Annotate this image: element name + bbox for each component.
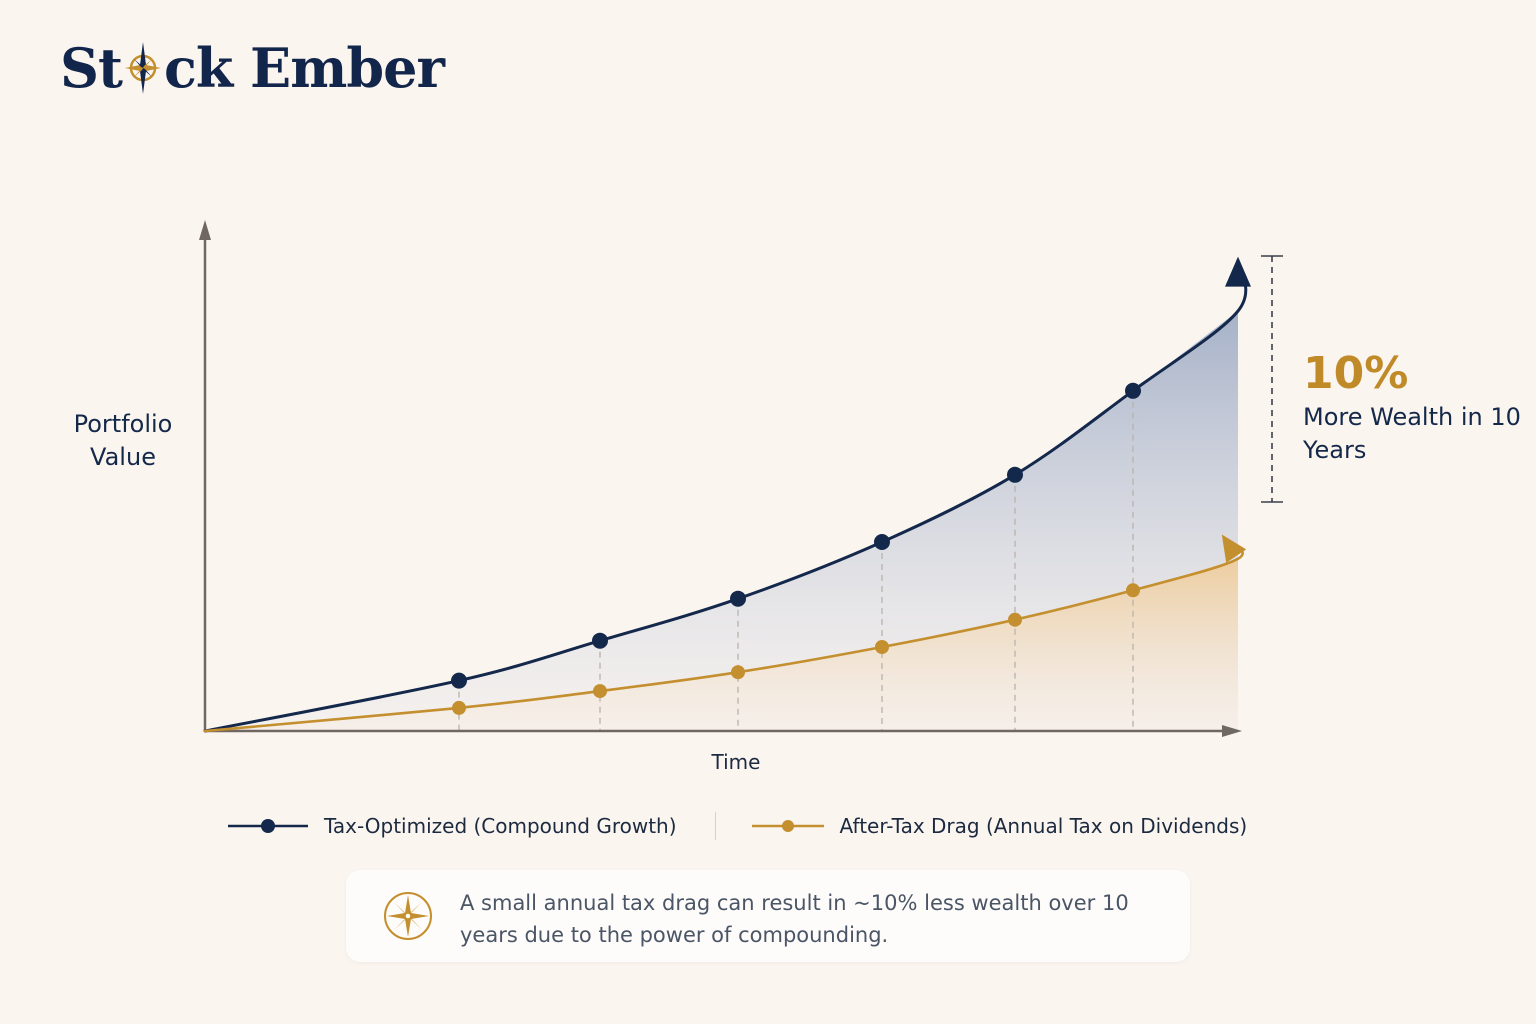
legend-swatch-navy [228,819,308,833]
info-note-text: A small annual tax drag can result in ~1… [460,891,1129,947]
area-tax-optimized [205,311,1238,731]
legend-item-tax-optimized: Tax-Optimized (Compound Growth) [228,814,677,838]
area-after-tax [205,558,1238,731]
point-after-tax-5 [1008,612,1022,627]
point-tax-optimized-1 [451,672,467,689]
wealth-difference-label: More Wealth in 10 Years [1303,403,1521,464]
brand-logo: St ck Ember [60,36,445,100]
wealth-difference-value: 10% [1303,348,1409,399]
series-arrow-tax-optimized [1225,256,1251,287]
x-axis-arrow [1222,725,1242,737]
point-tax-optimized-5 [1007,466,1023,483]
legend-label-after-tax: After-Tax Drag (Annual Tax on Dividends) [839,814,1248,838]
info-note: A small annual tax drag can result in ~1… [346,870,1190,962]
point-after-tax-2 [593,684,607,699]
point-after-tax-4 [875,640,889,654]
legend-swatch-gold [751,820,824,832]
y-axis-label: Portfolio Value [73,410,173,471]
chart-axes [199,220,1242,737]
compass-rose-icon [382,890,434,942]
point-tax-optimized-2 [592,632,608,649]
legend-divider [714,812,716,840]
brand-name-start: St [60,36,123,100]
legend-item-after-tax: After-Tax Drag (Annual Tax on Dividends) [751,814,1248,838]
brand-name-end: ck Ember [163,36,445,100]
x-axis-label: Time [711,750,761,774]
chart-legend: Tax-Optimized (Compound Growth) After-Ta… [228,808,1247,844]
y-axis-arrow [199,220,211,240]
point-after-tax-3 [731,665,745,680]
point-tax-optimized-3 [730,590,746,607]
legend-label-tax-optimized: Tax-Optimized (Compound Growth) [324,814,677,838]
compass-rose-icon [123,40,163,96]
point-tax-optimized-4 [874,534,890,550]
series-arrow-after-tax [1221,534,1247,563]
point-after-tax-1 [452,700,466,715]
point-after-tax-6 [1126,583,1140,598]
difference-bracket [1261,255,1283,503]
point-tax-optimized-6 [1125,382,1141,399]
